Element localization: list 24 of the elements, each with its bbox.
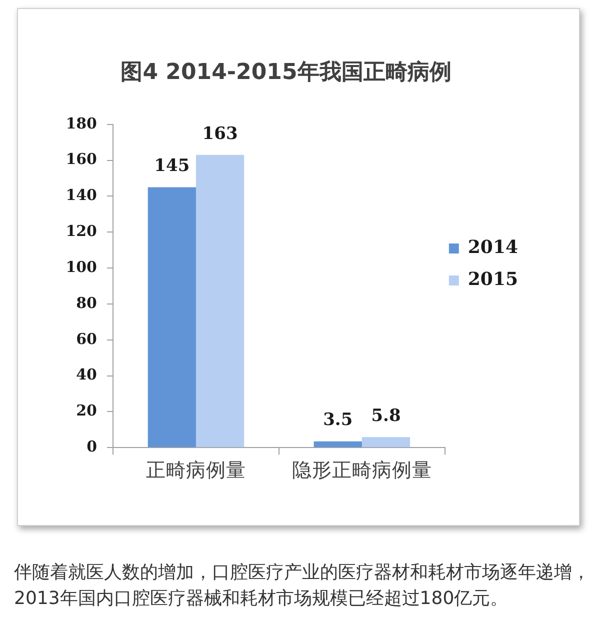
y-tick-label: 20 [76,402,97,420]
data-label: 163 [202,124,238,144]
x-tick-label: 隐形正畸病例量 [292,458,432,482]
text: 伴随着就医人数的增加，口腔医疗产业的医疗器材和耗材市场逐年递增，2013年国内口腔医疗器械和耗材市场规模已经超过180亿元。 [14,561,591,611]
y-tick-label: 100 [66,258,97,276]
bar [314,441,362,448]
y-tick-label: 0 [86,437,97,456]
y-tick-label: 140 [66,186,97,204]
y-tick-label: 120 [66,222,97,240]
y-tick-label: 160 [66,150,97,168]
bar [196,154,244,448]
chart-title: 图4 2014-2015年我国正畸病例 [120,60,452,85]
data-label: 5.8 [371,406,401,426]
x-tick-label: 正畸病例量 [146,458,246,482]
y-tick-label: 180 [66,114,97,132]
bar [148,187,196,448]
bar [362,437,410,448]
data-label: 145 [154,156,190,176]
y-tick-label: 60 [76,330,97,348]
legend-label: 2014 [468,237,518,258]
y-tick-label: 80 [76,294,97,312]
legend-label: 2015 [468,269,518,290]
y-tick-label: 40 [76,366,97,384]
data-label: 3.5 [323,410,353,430]
